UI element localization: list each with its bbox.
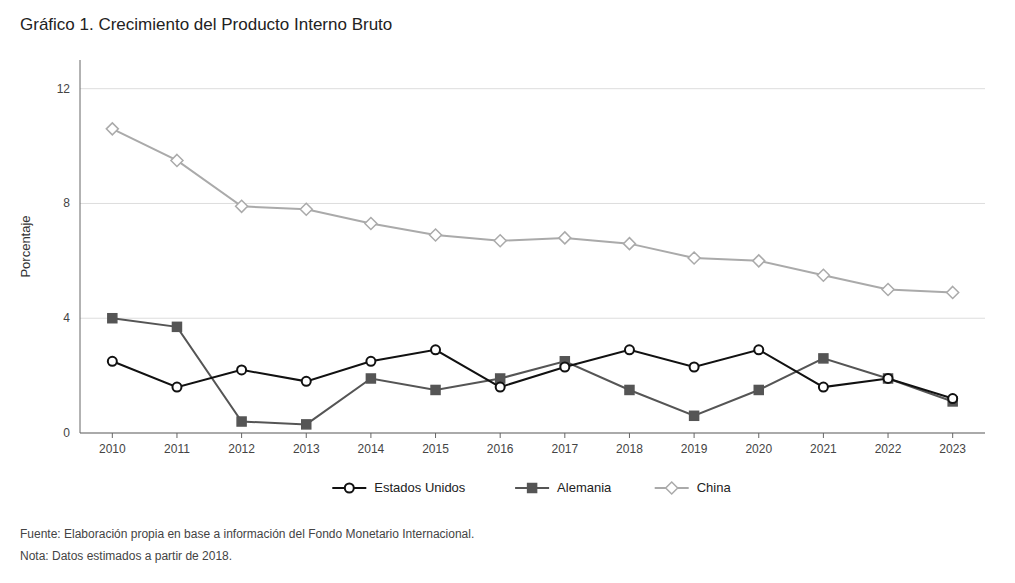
footnote: Nota: Datos estimados a partir de 2018. xyxy=(20,549,232,563)
legend-label: Alemania xyxy=(557,480,612,495)
point xyxy=(754,385,763,394)
legend-marker xyxy=(345,484,354,493)
point xyxy=(623,238,635,250)
point xyxy=(172,322,181,331)
x-tick-label: 2016 xyxy=(487,442,514,456)
point xyxy=(819,354,828,363)
point xyxy=(300,203,312,215)
x-tick-label: 2023 xyxy=(939,442,966,456)
x-tick xyxy=(176,433,177,438)
grid-line xyxy=(80,318,985,319)
point xyxy=(108,357,117,366)
legend-marker xyxy=(528,484,537,493)
point xyxy=(237,417,246,426)
x-tick-label: 2010 xyxy=(99,442,126,456)
point xyxy=(690,363,699,372)
x-tick-label: 2013 xyxy=(293,442,320,456)
legend-label: Estados Unidos xyxy=(374,480,466,495)
grid-line xyxy=(80,88,985,89)
x-tick xyxy=(823,433,824,438)
y-axis-line xyxy=(80,60,81,433)
chart: Gráfico 1. Crecimiento del Producto Inte… xyxy=(0,0,1015,583)
point xyxy=(690,411,699,420)
point xyxy=(559,232,571,244)
x-tick-label: 2020 xyxy=(745,442,772,456)
point xyxy=(948,394,957,403)
point xyxy=(884,374,893,383)
point xyxy=(688,252,700,264)
legend: Estados Unidos Alemania China xyxy=(332,480,731,495)
point xyxy=(366,357,375,366)
line xyxy=(112,350,952,399)
x-tick-label: 2017 xyxy=(551,442,578,456)
point xyxy=(496,383,505,392)
line xyxy=(112,318,952,424)
x-tick-label: 2014 xyxy=(358,442,385,456)
x-tick xyxy=(306,433,307,438)
x-tick-label: 2022 xyxy=(875,442,902,456)
point xyxy=(302,377,311,386)
y-tick-label: 8 xyxy=(63,196,70,210)
x-tick xyxy=(758,433,759,438)
y-tick-label: 0 xyxy=(63,426,70,440)
x-tick xyxy=(694,433,695,438)
point xyxy=(884,374,893,383)
x-tick xyxy=(500,433,501,438)
point xyxy=(625,345,634,354)
x-tick xyxy=(112,433,113,438)
point xyxy=(172,383,181,392)
point xyxy=(431,345,440,354)
x-tick xyxy=(241,433,242,438)
point xyxy=(108,314,117,323)
point xyxy=(106,123,118,135)
grid-line xyxy=(80,203,985,204)
x-tick-label: 2019 xyxy=(681,442,708,456)
point xyxy=(560,363,569,372)
y-tick-label: 4 xyxy=(63,311,70,325)
x-tick-label: 2021 xyxy=(810,442,837,456)
y-tick-label: 12 xyxy=(57,82,71,96)
point xyxy=(365,218,377,230)
point xyxy=(237,365,246,374)
line xyxy=(112,129,952,293)
data xyxy=(106,123,958,429)
point xyxy=(366,374,375,383)
x-tick-label: 2018 xyxy=(616,442,643,456)
x-axis-line xyxy=(80,433,985,434)
x-tick xyxy=(888,433,889,438)
point xyxy=(302,420,311,429)
point xyxy=(819,383,828,392)
x-tick xyxy=(435,433,436,438)
x-tick-label: 2011 xyxy=(164,442,190,456)
point xyxy=(753,255,765,267)
legend-marker xyxy=(666,482,678,494)
x-tick xyxy=(564,433,565,438)
x-tick xyxy=(952,433,953,438)
x-tick xyxy=(370,433,371,438)
legend-label: China xyxy=(697,480,732,495)
point xyxy=(817,269,829,281)
point xyxy=(430,229,442,241)
point xyxy=(625,385,634,394)
x-tick-label: 2015 xyxy=(422,442,449,456)
title: Gráfico 1. Crecimiento del Producto Inte… xyxy=(20,15,392,34)
point xyxy=(754,345,763,354)
point xyxy=(947,286,959,298)
point xyxy=(431,385,440,394)
x-tick xyxy=(629,433,630,438)
point xyxy=(171,154,183,166)
x-tick-label: 2012 xyxy=(228,442,255,456)
grid-line xyxy=(80,433,985,434)
y-axis-label: Porcentaje xyxy=(18,215,33,277)
point xyxy=(236,200,248,212)
grid xyxy=(80,89,985,433)
point xyxy=(882,284,894,296)
footnote: Fuente: Elaboración propia en base a inf… xyxy=(20,527,474,541)
point xyxy=(494,235,506,247)
